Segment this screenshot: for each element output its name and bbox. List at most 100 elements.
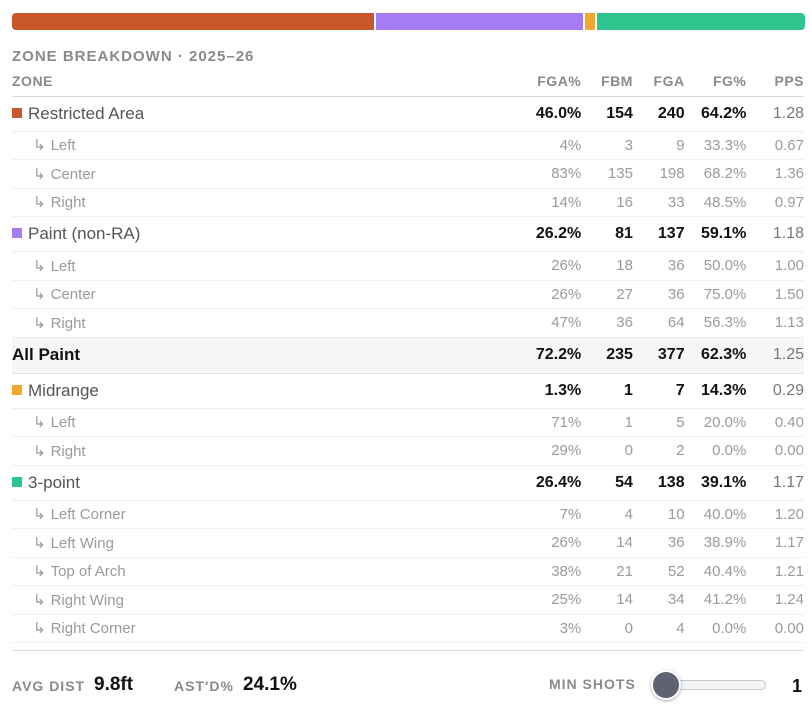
subzone-row: ↳ Center 83% 135 198 68.2% 1.36	[12, 160, 804, 188]
cell-fg-pct: 0.0%	[712, 619, 747, 637]
total-row: All Paint 72.2% 235 377 62.3% 1.25	[12, 337, 804, 373]
cell-fbm: 4	[624, 505, 633, 523]
zone-color-swatch	[12, 476, 22, 487]
subzone-row: ↳ Right 29% 0 2 0.0% 0.00	[12, 437, 804, 465]
zone-label: Right	[50, 442, 86, 460]
zone-label: Right	[50, 194, 86, 212]
zone-label: Top of Arch	[50, 563, 126, 581]
cell-fbm: 0	[624, 619, 633, 637]
cell-fga-pct: 47%	[551, 314, 582, 332]
cell-zone: ↳ Right	[12, 309, 494, 338]
cell-zone: ↳ Right	[12, 188, 494, 217]
zone-label: Midrange	[28, 380, 99, 400]
zone-color-swatch	[12, 228, 22, 238]
subzone-arrow-icon: ↳	[33, 591, 46, 609]
subzone-row: ↳ Right 14% 16 33 48.5% 0.97	[12, 188, 804, 217]
cell-fbm: 81	[615, 225, 633, 242]
cell-pps: 1.24	[774, 591, 804, 609]
cell-zone: ↳ Left	[12, 408, 494, 437]
cell-pps: 1.13	[774, 314, 804, 332]
cell-zone: ↳ Top of Arch	[12, 557, 494, 586]
subzone-arrow-icon: ↳	[33, 286, 46, 304]
cell-zone: ↳ Left	[12, 131, 494, 160]
cell-pps: 0.00	[774, 619, 804, 637]
cell-pps: 1.36	[774, 165, 804, 183]
cell-fg-pct: 50.0%	[703, 257, 747, 275]
subzone-arrow-icon: ↳	[33, 257, 46, 275]
cell-fg-pct: 0.0%	[712, 442, 747, 460]
zone-breakdown-table: ZONE FGA% FBM FGA FG% PPS Restricted Are…	[12, 66, 804, 643]
cell-fga: 33	[667, 193, 685, 211]
zone-color-swatch	[12, 107, 22, 118]
table-header-row: ZONE FGA% FBM FGA FG% PPS	[12, 66, 804, 97]
cell-fbm: 18	[616, 257, 633, 275]
cell-fga: 377	[657, 346, 685, 363]
cell-fga: 10	[667, 505, 685, 523]
zone-label: Left	[50, 257, 76, 275]
zone-label: Right	[50, 314, 86, 332]
cell-fg-pct: 14.3%	[700, 381, 747, 399]
cell-fga: 138	[657, 473, 685, 491]
zone-label: Paint (non-RA)	[28, 224, 141, 243]
zone-row: Restricted Area 46.0% 154 240 64.2% 1.28	[12, 96, 804, 131]
cell-zone: Midrange	[12, 373, 494, 408]
cell-fga-pct: 7%	[559, 505, 582, 523]
subzone-row: ↳ Center 26% 27 36 75.0% 1.50	[12, 280, 804, 309]
subzone-arrow-icon: ↳	[33, 314, 46, 332]
cell-fga-pct: 46.0%	[535, 104, 582, 122]
cell-fbm: 14	[616, 534, 633, 552]
avg-dist-value: 9.8ft	[94, 674, 134, 695]
cell-fg-pct: 38.9%	[703, 534, 747, 552]
cell-fbm: 154	[606, 104, 633, 122]
cell-fga: 34	[667, 591, 685, 609]
cell-fbm: 27	[616, 285, 633, 303]
cell-pps: 1.25	[772, 346, 804, 363]
subzone-arrow-icon: ↳	[33, 194, 46, 212]
cell-fga-pct: 14%	[551, 193, 582, 211]
cell-fg-pct: 39.1%	[700, 473, 747, 491]
cell-fbm: 21	[616, 562, 633, 580]
astd-label: AST'D%	[174, 678, 234, 694]
subzone-row: ↳ Left 4% 3 9 33.3% 0.67	[12, 131, 804, 160]
zone-label: Center	[50, 286, 96, 304]
cell-fga-pct: 26%	[551, 257, 582, 275]
cell-fg-pct: 48.5%	[703, 193, 747, 211]
subzone-row: ↳ Right Wing 25% 14 34 41.2% 1.24	[12, 586, 804, 614]
cell-zone: ↳ Left	[12, 252, 494, 281]
cell-fga: 4	[676, 619, 685, 637]
min-shots-value: 1	[792, 676, 803, 696]
cell-fga: 5	[676, 413, 685, 431]
footer-divider	[12, 650, 804, 651]
cell-pps: 1.18	[772, 225, 804, 242]
cell-fg-pct: 59.1%	[700, 225, 747, 242]
cell-zone: All Paint	[12, 337, 494, 373]
cell-fg-pct: 56.3%	[703, 314, 747, 332]
cell-fbm: 235	[606, 346, 633, 363]
cell-fga-pct: 4%	[559, 136, 582, 154]
header-fbm: FBM	[581, 66, 633, 97]
section-title: ZONE BREAKDOWN · 2025–26	[12, 48, 255, 65]
zone-bar-segment	[12, 13, 377, 30]
cell-zone: ↳ Right Corner	[12, 614, 494, 643]
zone-label: All Paint	[12, 345, 81, 364]
cell-pps: 1.20	[774, 505, 804, 523]
cell-fg-pct: 68.2%	[703, 165, 747, 183]
zone-row: Midrange 1.3% 1 7 14.3% 0.29	[12, 373, 804, 408]
subzone-row: ↳ Left Corner 7% 4 10 40.0% 1.20	[12, 500, 804, 529]
cell-fga-pct: 26.2%	[535, 225, 582, 242]
cell-fga: 36	[667, 257, 685, 275]
cell-fbm: 1	[624, 413, 633, 431]
cell-fga-pct: 72.2%	[535, 346, 582, 363]
header-fga: FGA	[632, 66, 685, 97]
min-shots-slider-thumb[interactable]	[651, 670, 681, 700]
cell-fbm: 14	[616, 591, 633, 609]
subzone-row: ↳ Left 71% 1 5 20.0% 0.40	[12, 408, 804, 437]
zone-label: Right Wing	[50, 591, 124, 609]
zone-share-bar	[12, 13, 805, 30]
cell-fga: 9	[676, 136, 685, 154]
zone-label: Left Corner	[50, 506, 126, 524]
cell-fg-pct: 41.2%	[703, 591, 747, 609]
cell-zone: Restricted Area	[12, 96, 494, 131]
cell-fbm: 1	[624, 381, 633, 399]
subzone-row: ↳ Top of Arch 38% 21 52 40.4% 1.21	[12, 557, 804, 586]
